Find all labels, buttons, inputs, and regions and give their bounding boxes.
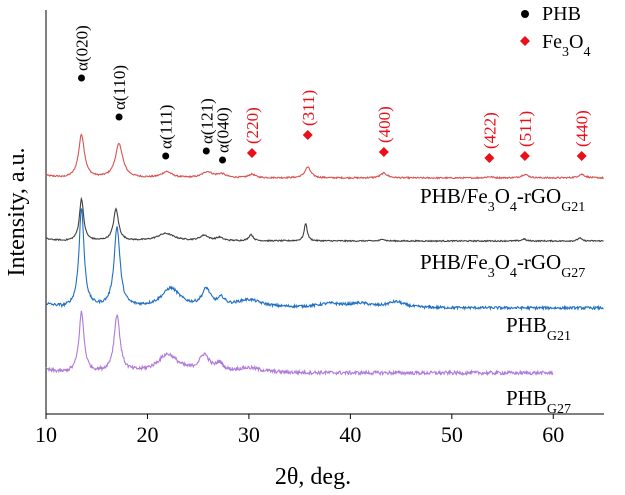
- series-line: [46, 208, 604, 312]
- fe3o4-peak-label: (400): [375, 106, 394, 143]
- phb-marker: [78, 74, 86, 82]
- phb-peak-label: α(110): [110, 65, 129, 110]
- x-tick-label: 60: [542, 422, 564, 447]
- phb-peak-label: α(040): [214, 107, 233, 153]
- axes: 10 20 30 40 50 60 2θ, deg. Intensity, a.u.: [4, 10, 604, 490]
- phb-marker: [219, 156, 227, 164]
- phb-marker: [202, 147, 210, 155]
- x-axis-label: 2θ, deg.: [275, 464, 351, 490]
- series-4: PHBG27: [45, 310, 571, 417]
- phb-peak-label: α(020): [73, 25, 92, 71]
- x-tick-label: 50: [441, 422, 463, 447]
- fe3o4-marker: [519, 151, 530, 161]
- series-2: PHB/Fe3O4-rGOG27: [46, 196, 604, 281]
- series-line: [45, 133, 604, 180]
- series-label: PHB/Fe3O4-rGOG27: [420, 250, 585, 281]
- legend-fe3o4-label: Fe3O4: [542, 31, 590, 60]
- legend-phb-marker: [521, 10, 529, 18]
- series-3: PHBG21: [46, 208, 604, 344]
- fe3o4-marker: [302, 130, 313, 140]
- x-tick-label: 20: [136, 422, 158, 447]
- legend-fe3o4-marker: [520, 36, 530, 46]
- y-axis-label: Intensity, a.u.: [4, 147, 30, 276]
- phb-peak-label: α(111): [157, 105, 176, 149]
- series-1: PHB/Fe3O4-rGOG21: [45, 133, 604, 215]
- phb-marker: [115, 113, 123, 121]
- fe3o4-peak-label: (422): [480, 112, 499, 149]
- fe3o4-marker: [378, 147, 389, 157]
- legend-phb-label: PHB: [542, 3, 581, 25]
- fe3o4-marker: [576, 151, 587, 161]
- fe3o4-annotations: (220) (311) (400) (422) (511) (440): [243, 90, 592, 163]
- x-tick-label: 30: [238, 422, 260, 447]
- phb-marker: [162, 152, 170, 160]
- series-label: PHB/Fe3O4-rGOG21: [420, 184, 585, 215]
- phb-annotations: α(020) α(110) α(111) α(121)α(040): [73, 25, 233, 164]
- fe3o4-peak-label: (311): [299, 90, 318, 126]
- fe3o4-peak-label: (220): [243, 107, 262, 144]
- legend: PHB Fe3O4: [520, 3, 590, 60]
- fe3o4-peak-label: (511): [516, 111, 535, 147]
- phb-peak-label: α(121): [197, 98, 216, 144]
- fe3o4-marker: [484, 153, 495, 163]
- series-line: [45, 310, 554, 377]
- series-line: [46, 196, 604, 243]
- x-tick-label: 10: [35, 422, 57, 447]
- series-label: PHBG27: [506, 386, 571, 417]
- series-label: PHBG21: [506, 313, 571, 344]
- fe3o4-marker: [246, 148, 257, 158]
- x-tick-label: 40: [339, 422, 361, 447]
- fe3o4-peak-label: (440): [573, 110, 592, 147]
